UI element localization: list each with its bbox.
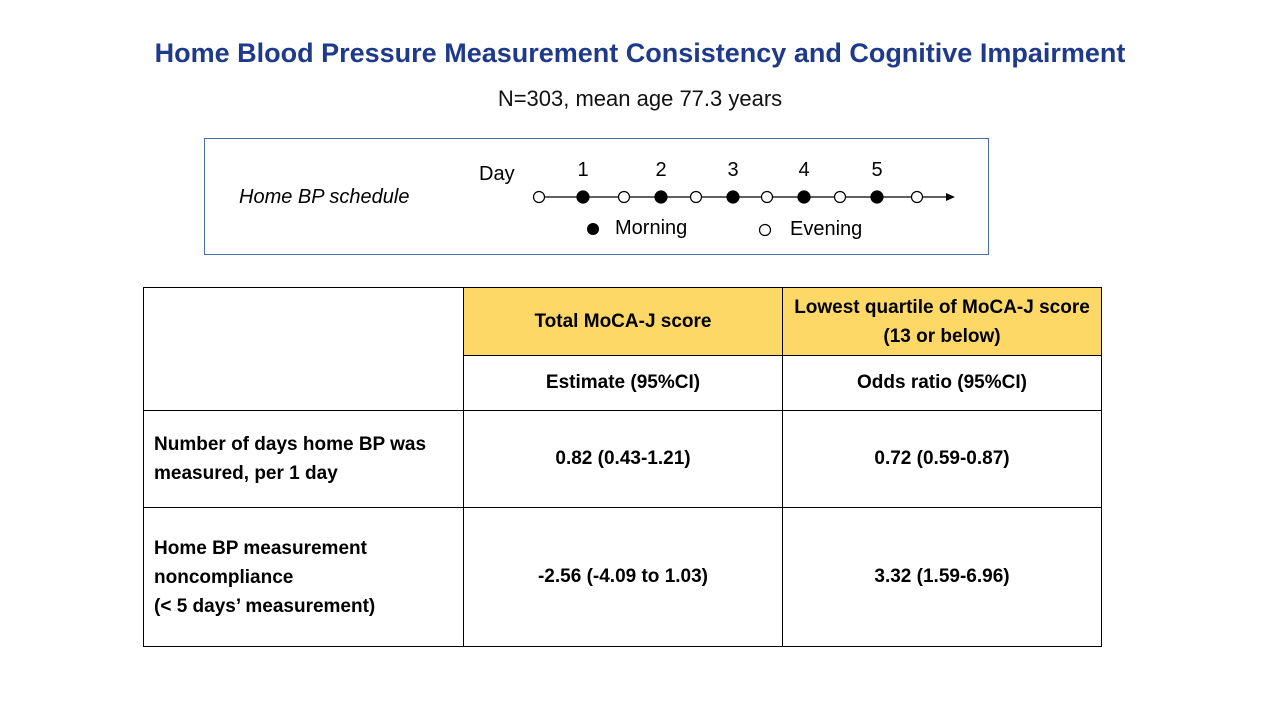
row-label-line: (< 5 days’ measurement) — [154, 595, 376, 617]
page-subtitle: N=303, mean age 77.3 years — [497, 86, 783, 111]
legend-evening-label: Evening — [790, 218, 862, 240]
row-noncompliance-odds: 3.32 (1.59-6.96) — [782, 507, 1102, 647]
row-label-days-measured: Number of days home BP was measured, per… — [143, 410, 464, 508]
row-label-line: Home BP measurement — [154, 537, 367, 559]
morning-marker — [726, 190, 740, 204]
row-days-odds: 0.72 (0.59-0.87) — [782, 410, 1102, 508]
day-number: 2 — [655, 159, 666, 181]
legend-morning-label: Morning — [615, 217, 687, 239]
day-number: 5 — [871, 159, 882, 181]
row-label-noncompliance: Home BP measurement noncompliance (< 5 d… — [143, 507, 464, 647]
morning-marker — [654, 190, 668, 204]
timeline-arrow-icon — [946, 193, 955, 201]
header-total-moca: Total MoCA-J score — [463, 287, 783, 356]
morning-marker — [797, 190, 811, 204]
day-number: 3 — [727, 159, 738, 181]
legend-morning-marker — [587, 223, 599, 235]
legend-evening-marker — [758, 223, 772, 237]
evening-marker — [760, 190, 774, 204]
results-table: Total MoCA-J score Lowest quartile of Mo… — [143, 287, 1102, 647]
table-corner-cell — [143, 287, 464, 411]
day-label: Day — [479, 163, 515, 185]
evening-marker — [532, 190, 546, 204]
table-header-row: Total MoCA-J score Lowest quartile of Mo… — [143, 287, 1102, 411]
row-days-estimate: 0.82 (0.43-1.21) — [463, 410, 783, 508]
day-number: 4 — [798, 159, 809, 181]
header-lowest-quartile: Lowest quartile of MoCA-J score (13 or b… — [782, 287, 1102, 356]
table-row: Number of days home BP was measured, per… — [143, 410, 1102, 508]
schedule-box: Home BP schedule Day 1 2 3 4 5 Morning Evening — [204, 138, 989, 255]
table-subheader-row: Estimate (95%CI) Odds ratio (95%CI) — [144, 355, 1102, 411]
table-row: Home BP measurement noncompliance (< 5 d… — [143, 507, 1102, 647]
subheader-odds-ratio: Odds ratio (95%CI) — [782, 355, 1102, 411]
row-noncompliance-estimate: -2.56 (-4.09 to 1.03) — [463, 507, 783, 647]
page-title: Home Blood Pressure Measurement Consiste… — [154, 38, 1126, 68]
schedule-timeline: Day 1 2 3 4 5 Morning Evening — [479, 159, 955, 240]
row-label-line: noncompliance — [154, 566, 294, 588]
schedule-label: Home BP schedule — [239, 186, 410, 208]
evening-marker — [833, 190, 847, 204]
morning-marker — [576, 190, 590, 204]
day-number: 1 — [577, 159, 588, 181]
evening-marker — [689, 190, 703, 204]
evening-marker — [910, 190, 924, 204]
evening-marker — [617, 190, 631, 204]
subheader-estimate: Estimate (95%CI) — [463, 355, 783, 411]
morning-marker — [870, 190, 884, 204]
